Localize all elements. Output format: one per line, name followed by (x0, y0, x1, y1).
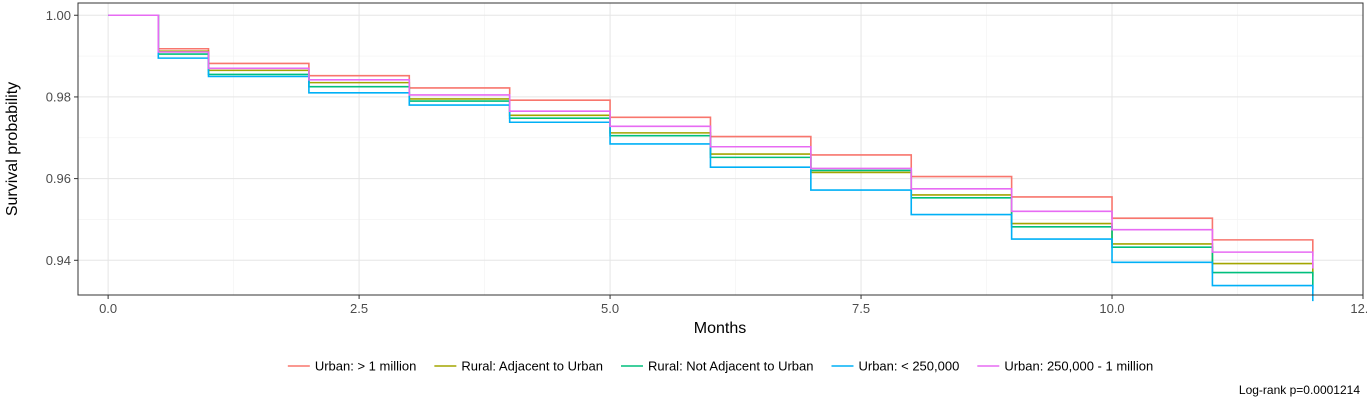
y-tick-label: 1.00 (46, 8, 71, 23)
legend-label: Urban: < 250,000 (858, 359, 959, 374)
survival-curve (108, 14, 1314, 269)
x-tick-label: 7.5 (852, 301, 870, 316)
x-tick-label: 0.0 (99, 301, 117, 316)
x-tick-label: 10.0 (1099, 301, 1124, 316)
legend-label: Urban: 250,000 - 1 million (1004, 359, 1153, 374)
panel-border (77, 2, 1364, 296)
y-axis-title: Survival probability (4, 82, 21, 216)
legend-label: Urban: > 1 million (315, 359, 417, 374)
log-rank-annotation: Log-rank p=0.0001214 (1239, 383, 1360, 397)
y-tick-label: 0.98 (46, 89, 71, 104)
legend: Urban: > 1 million Rural: Adjacent to Urb… (287, 359, 1153, 374)
legend-label: Rural: Adjacent to Urban (461, 359, 603, 374)
x-tick-label: 12.5 (1350, 301, 1367, 316)
legend-label: Rural: Not Adjacent to Urban (648, 359, 813, 374)
y-axis: 0.94 0.96 0.98 1.00 (46, 8, 78, 268)
x-tick-label: 5.0 (601, 301, 619, 316)
y-tick-label: 0.96 (46, 171, 71, 186)
survival-curves (108, 14, 1314, 302)
grid-minor (78, 3, 1363, 295)
y-tick-label: 0.94 (46, 253, 71, 268)
x-axis-title: Months (694, 320, 746, 337)
x-tick-label: 2.5 (350, 301, 368, 316)
panel-background (78, 3, 1363, 295)
x-axis: 0.0 2.5 5.0 7.5 10.0 12.5 (99, 295, 1367, 316)
